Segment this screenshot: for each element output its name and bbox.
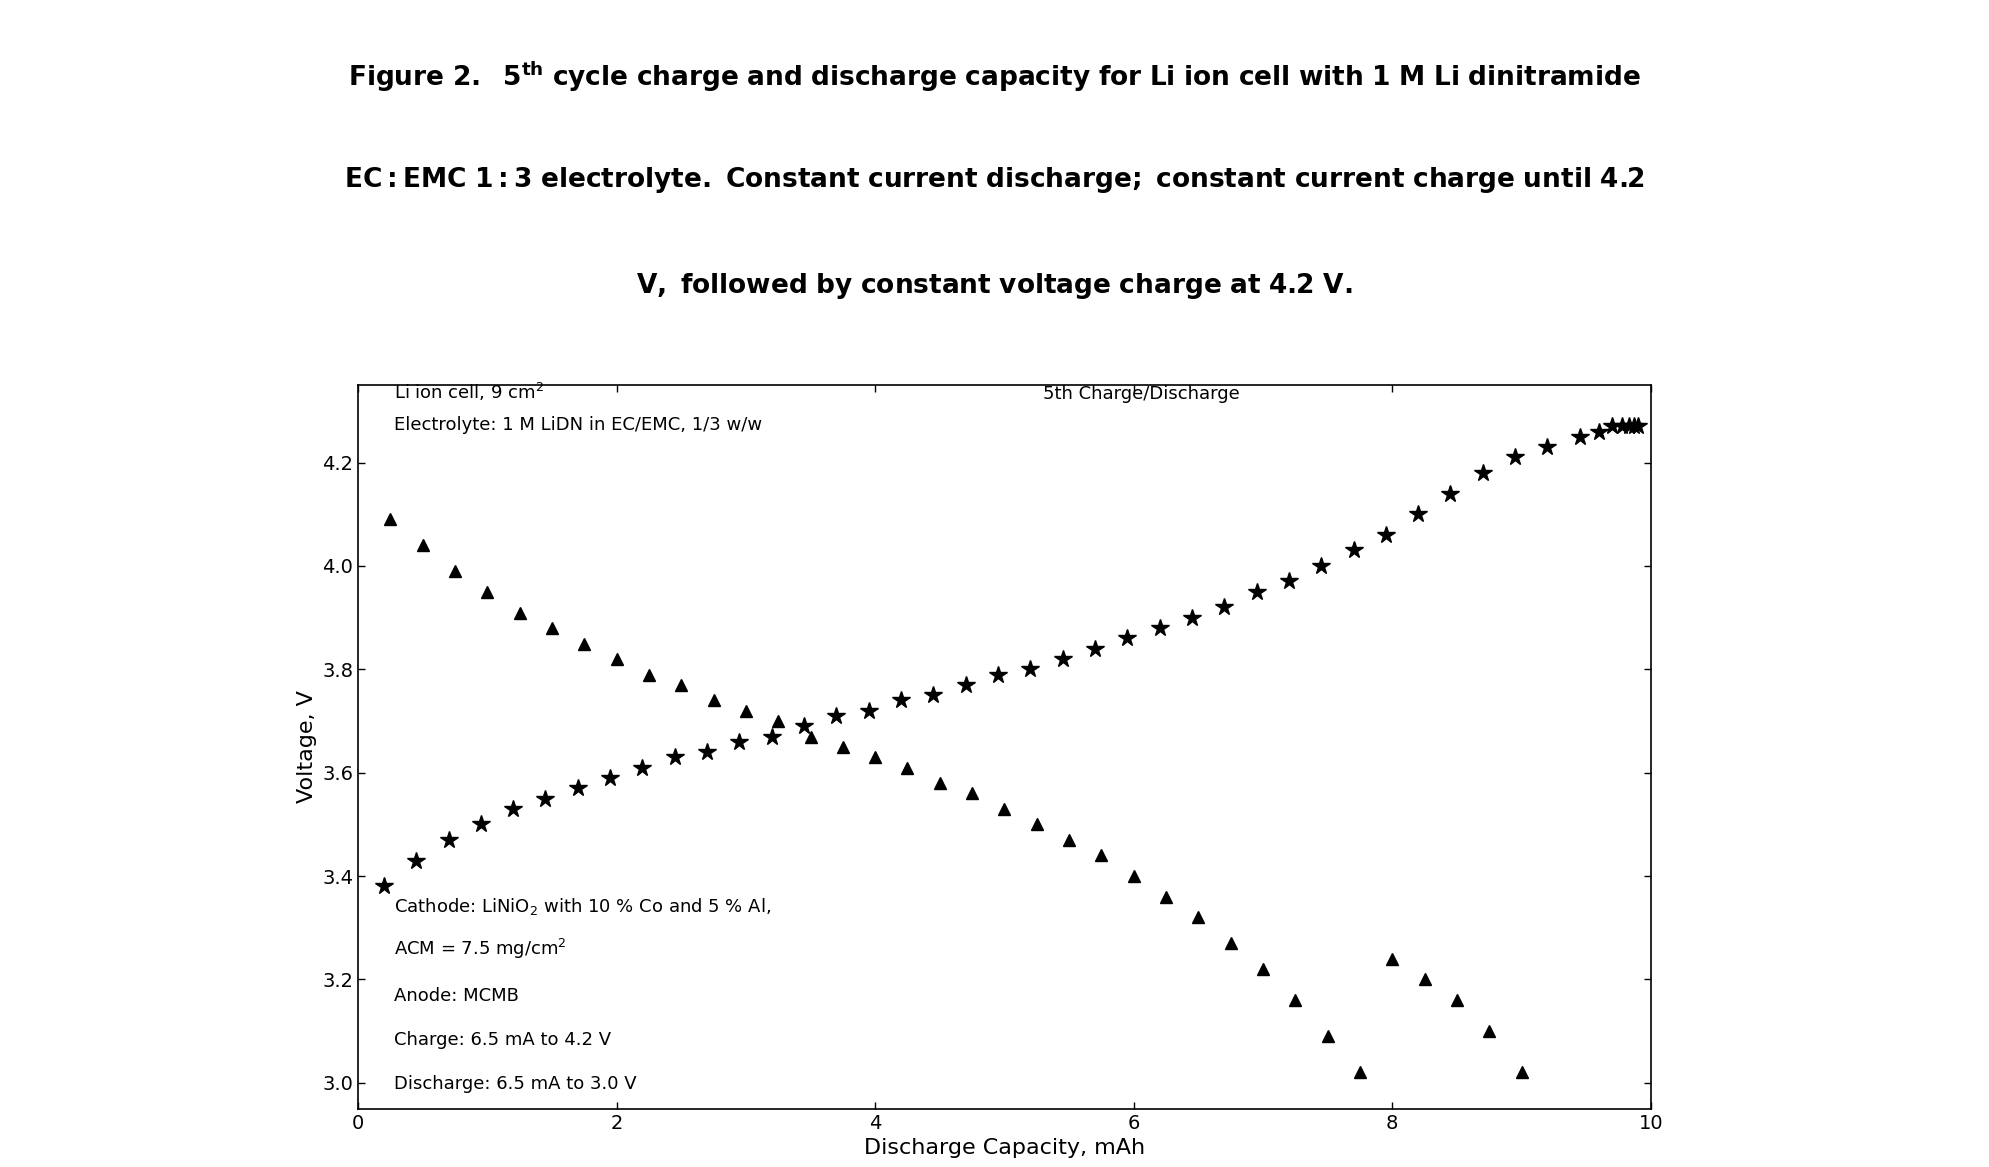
Text: $\mathbf{Figure\ 2.}$  $\mathbf{5^{th}}$ $\mathbf{cycle\ charge\ and\ discharge\: $\mathbf{Figure\ 2.}$ $\mathbf{5^{th}}$ … [348,60,1641,95]
Text: Discharge: 6.5 mA to 3.0 V: Discharge: 6.5 mA to 3.0 V [394,1075,636,1093]
Text: ACM = 7.5 mg/cm$^2$: ACM = 7.5 mg/cm$^2$ [394,937,567,962]
X-axis label: Discharge Capacity, mAh: Discharge Capacity, mAh [863,1138,1146,1158]
Text: Cathode: LiNiO$_2$ with 10 % Co and 5 % Al,: Cathode: LiNiO$_2$ with 10 % Co and 5 % … [394,896,772,917]
Text: Anode: MCMB: Anode: MCMB [394,987,519,1005]
Text: Li ion cell, 9 cm$^2$: Li ion cell, 9 cm$^2$ [394,382,545,403]
Text: Charge: 6.5 mA to 4.2 V: Charge: 6.5 mA to 4.2 V [394,1032,611,1049]
Y-axis label: Voltage, V: Voltage, V [296,691,316,803]
Text: Electrolyte: 1 M LiDN in EC/EMC, 1/3 w/w: Electrolyte: 1 M LiDN in EC/EMC, 1/3 w/w [394,417,762,434]
Text: $\mathbf{V,\ followed\ by\ constant\ voltage\ charge\ at\ 4.2\ V.}$: $\mathbf{V,\ followed\ by\ constant\ vol… [636,271,1353,301]
Text: $\mathbf{EC{:}EMC\ 1{:}3\ electrolyte.\ Constant\ current\ discharge;\ constant\: $\mathbf{EC{:}EMC\ 1{:}3\ electrolyte.\ … [344,166,1645,195]
Text: 5th Charge/Discharge: 5th Charge/Discharge [1042,385,1239,403]
